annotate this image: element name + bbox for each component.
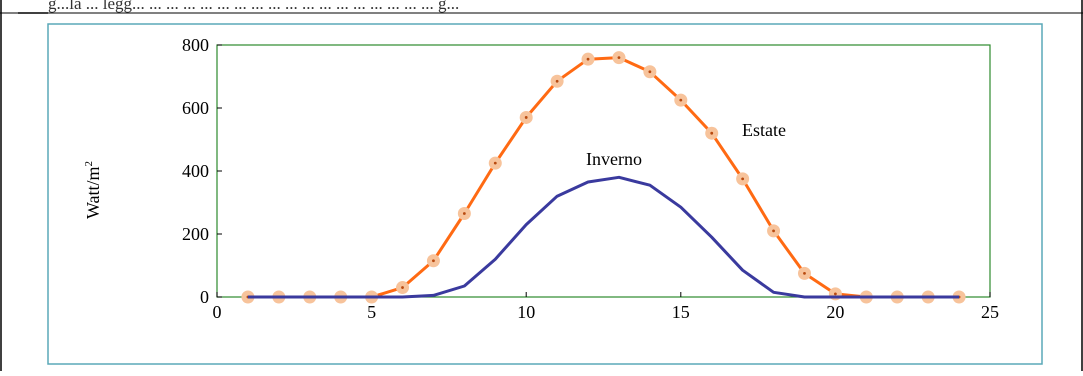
- series-marker-center-estate: [493, 161, 497, 165]
- series-marker-center-estate: [741, 177, 745, 181]
- x-tick-label: 5: [367, 302, 376, 322]
- series-marker-center-estate: [524, 116, 528, 119]
- series-marker-center-estate: [772, 229, 775, 233]
- y-axis-label-group: Watt/m2: [83, 161, 103, 219]
- y-tick-label: 0: [200, 287, 209, 307]
- series-marker-center-estate: [586, 57, 590, 61]
- x-tick-label: 15: [672, 302, 690, 322]
- chart-panel-frame: [47, 23, 1043, 365]
- y-tick-label: 400: [182, 161, 209, 181]
- y-tick-label: 600: [182, 98, 209, 118]
- header-text-fragment: g...la ... legg... ... ... ... ... ... .…: [48, 0, 459, 13]
- series-labels: Estate Inverno: [586, 120, 786, 169]
- series-marker-center-estate: [679, 98, 683, 102]
- series-marker-center-estate: [462, 212, 466, 215]
- x-axis-ticks: 0 5 10 15 20 25: [213, 292, 999, 322]
- series-layer: [241, 51, 966, 304]
- x-tick-label: 0: [213, 302, 222, 322]
- series-marker-center-estate: [401, 286, 404, 289]
- y-axis-ticks: 0 200 400 600 800: [182, 35, 222, 307]
- header-row: g...la ... legg... ... ... ... ... ... .…: [0, 0, 1083, 14]
- series-label-estate: Estate: [742, 120, 786, 140]
- series-marker-center-estate: [648, 70, 652, 74]
- series-label-inverno: Inverno: [586, 149, 642, 169]
- y-tick-label: 200: [182, 224, 209, 244]
- series-marker-center-estate: [432, 259, 435, 263]
- y-axis-label-superscript: 2: [83, 161, 95, 167]
- x-tick-label: 20: [826, 302, 844, 322]
- series-marker-center-estate: [617, 56, 621, 59]
- series-marker-center-estate: [710, 131, 714, 135]
- series-marker-center-estate: [834, 292, 837, 296]
- series-marker-center-estate: [803, 271, 806, 275]
- y-axis-label: Watt/m2: [83, 161, 103, 219]
- series-marker-center-estate: [555, 79, 559, 83]
- x-tick-label: 10: [517, 302, 535, 322]
- series-line-inverno: [247, 175, 960, 299]
- x-tick-label: 25: [981, 302, 999, 322]
- y-tick-label: 800: [182, 35, 209, 55]
